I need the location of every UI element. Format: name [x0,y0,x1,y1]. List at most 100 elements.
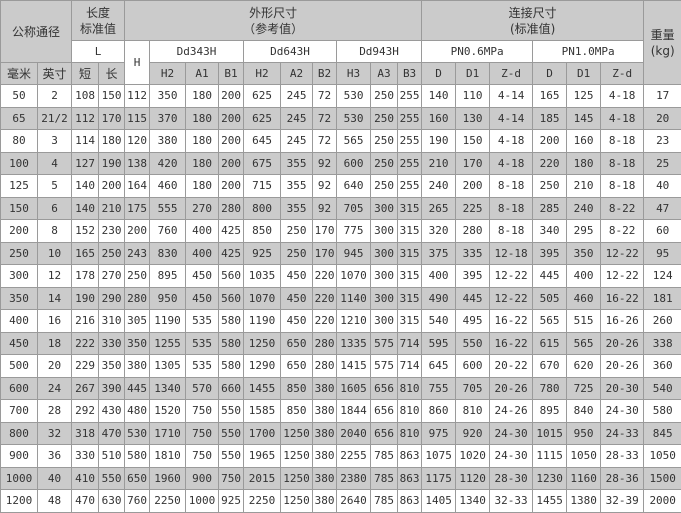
table-cell: 1050 [566,444,602,468]
table-cell: 550 [218,399,245,423]
table-cell: 450 [280,264,314,288]
table-cell: 250 [532,174,568,198]
header-model-dd343h: Dd343H [149,40,245,63]
table-cell: 925 [243,241,282,265]
subheader-cell: B1 [218,62,245,85]
table-cell: 445 [124,376,151,400]
table-cell: 120 [124,129,151,153]
table-cell: 200 [532,129,568,153]
table-cell: 8 [36,219,73,243]
table-cell: 1175 [421,466,457,490]
table-cell: 250 [370,174,399,198]
table-cell: 945 [336,241,372,265]
subheader-cell: 毫米 [0,62,38,85]
table-cell: 250 [0,241,38,265]
table-cell: 1200 [0,489,38,513]
header-length-line2: 标准值 [80,21,117,36]
table-cell: 750 [185,421,220,445]
table-row: 400 16 216 310 305 1190 535 580 1190 450 220 1210 30… [0,309,681,333]
table-cell: 216 [71,309,100,333]
table-cell: 1115 [532,444,568,468]
table-cell: 860 [421,399,457,423]
table-cell: 16-26 [600,309,645,333]
table-cell: 1210 [336,309,372,333]
table-cell: 1020 [455,444,491,468]
subheader-cell: Z-d [489,62,534,85]
table-row: 200 8 152 230 200 760 400 425 850 250 170 775 300 315… [0,219,681,243]
table-cell: 270 [185,196,220,220]
subheader-cell: D [421,62,457,85]
table-cell: 243 [124,241,151,265]
table-cell: 850 [280,376,314,400]
table-cell: 810 [397,421,423,445]
table-cell: 380 [124,354,151,378]
table-cell: 305 [124,309,151,333]
table-cell: 845 [643,421,681,445]
table-cell: 115 [124,106,151,130]
table-cell: 338 [643,331,681,355]
table-cell: 1070 [336,264,372,288]
table-cell: 12-18 [489,241,534,265]
table-cell: 72 [312,129,338,153]
table-cell: 450 [280,309,314,333]
table-cell: 600 [455,354,491,378]
table-cell: 355 [280,174,314,198]
table-row: 65 21/2 112 170 115 370 180 200 625 245 72 530 250 25… [0,106,681,130]
table-cell: 350 [124,331,151,355]
table-cell: 350 [98,354,126,378]
table-cell: 1710 [149,421,187,445]
table-cell: 530 [336,84,372,108]
table-cell: 530 [336,106,372,130]
subheader-cell: 长 [98,62,126,85]
table-cell: 785 [370,444,399,468]
table-cell: 18 [36,331,73,355]
table-cell: 380 [312,489,338,513]
table-cell: 229 [71,354,100,378]
table-cell: 656 [370,421,399,445]
table-cell: 220 [532,151,568,175]
table-cell: 535 [185,354,220,378]
table-cell: 170 [312,219,338,243]
table-cell: 550 [218,444,245,468]
table-cell: 330 [98,331,126,355]
table-cell: 360 [643,354,681,378]
table-cell: 380 [312,399,338,423]
table-row: 700 28 292 430 480 1520 750 550 1585 850 380 1844 65… [0,399,681,423]
table-cell: 390 [98,376,126,400]
table-cell: 285 [532,196,568,220]
table-cell: 490 [421,286,457,310]
table-cell: 400 [421,264,457,288]
table-cell: 1340 [149,376,187,400]
table-cell: 28-36 [600,466,645,490]
table-cell: 335 [455,241,491,265]
table-cell: 380 [312,444,338,468]
table-cell: 24-33 [600,421,645,445]
table-cell: 975 [421,421,457,445]
table-cell: 292 [71,399,100,423]
table-cell: 225 [455,196,491,220]
table-cell: 1415 [336,354,372,378]
table-cell: 340 [532,219,568,243]
table-cell: 445 [455,286,491,310]
table-cell: 200 [218,106,245,130]
table-cell: 2040 [336,421,372,445]
table-cell: 445 [532,264,568,288]
table-cell: 20 [643,106,681,130]
table-cell: 1160 [566,466,602,490]
table-cell: 395 [532,241,568,265]
table-cell: 315 [397,219,423,243]
table-cell: 300 [370,286,399,310]
table-cell: 140 [421,84,457,108]
table-cell: 315 [397,241,423,265]
table-cell: 750 [218,466,245,490]
table-cell: 180 [185,129,220,153]
table-cell: 630 [98,489,126,513]
table-cell: 395 [455,264,491,288]
table-cell: 180 [185,106,220,130]
table-cell: 152 [71,219,100,243]
table-cell: 190 [71,286,100,310]
table-row: 900 36 330 510 580 1810 750 550 1965 1250 380 2255 7… [0,444,681,468]
table-cell: 170 [98,106,126,130]
table-cell: 140 [71,196,100,220]
table-cell: 1340 [455,489,491,513]
